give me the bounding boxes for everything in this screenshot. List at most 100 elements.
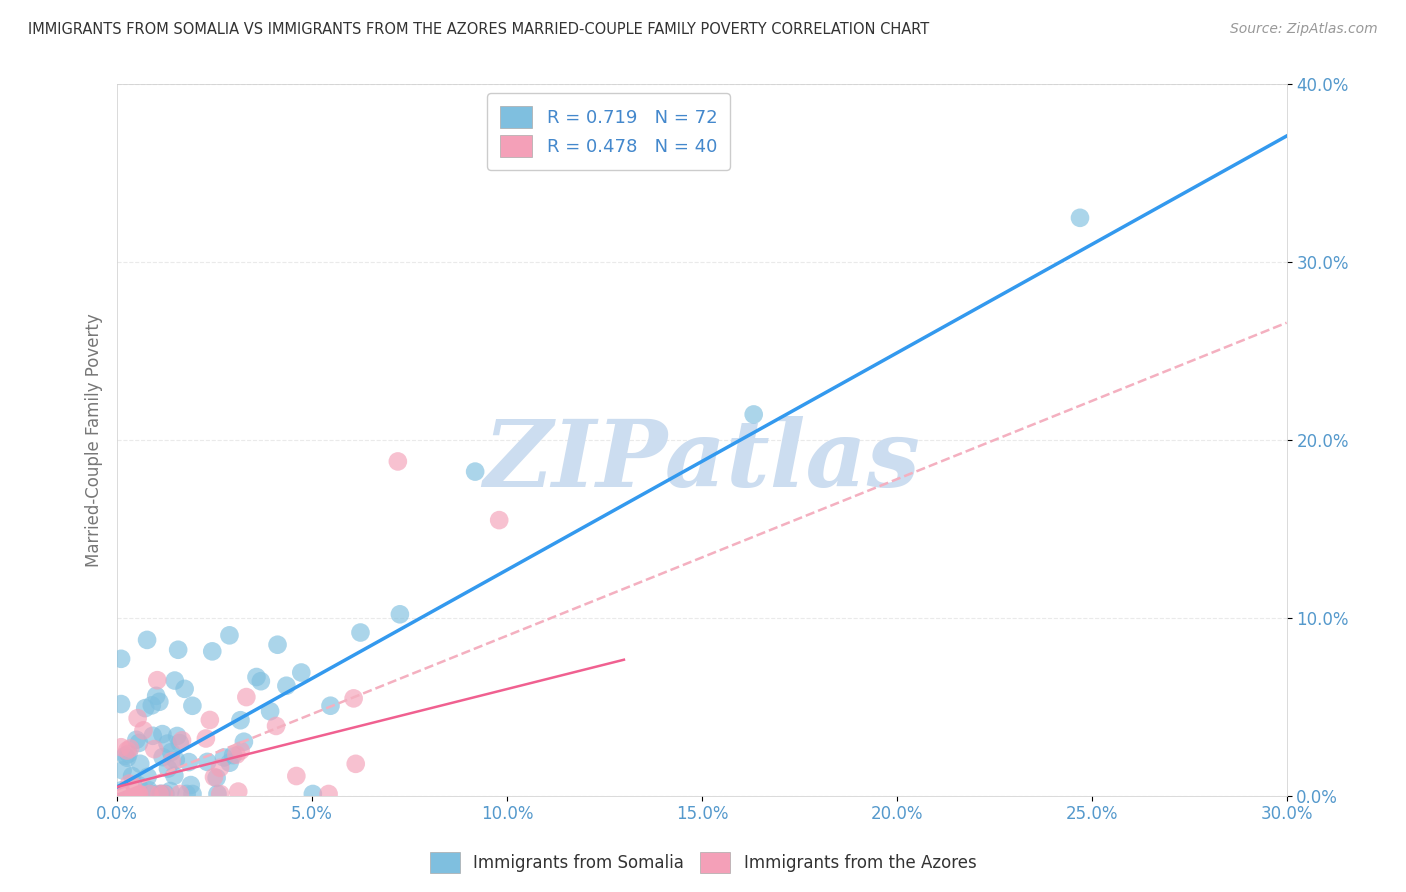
Point — [110, 787, 132, 801]
Point — [110, 787, 132, 801]
Point — [229, 744, 252, 758]
Legend: R = 0.719   N = 72, R = 0.478   N = 40: R = 0.719 N = 72, R = 0.478 N = 40 — [486, 94, 730, 170]
Point — [122, 787, 145, 801]
Point — [285, 769, 308, 783]
Point — [209, 787, 232, 801]
Text: ZIPatlas: ZIPatlas — [484, 417, 921, 507]
Point — [173, 681, 195, 696]
Point — [142, 729, 165, 743]
Point — [120, 787, 142, 801]
Point — [488, 513, 510, 527]
Point — [181, 698, 204, 713]
Point — [141, 698, 163, 713]
Point — [276, 679, 298, 693]
Point — [344, 756, 367, 771]
Point — [160, 754, 183, 768]
Point — [194, 731, 217, 746]
Legend: Immigrants from Somalia, Immigrants from the Azores: Immigrants from Somalia, Immigrants from… — [423, 846, 983, 880]
Point — [117, 747, 139, 761]
Point — [166, 729, 188, 743]
Point — [156, 737, 179, 751]
Point — [124, 787, 146, 801]
Point — [259, 704, 281, 718]
Point — [165, 753, 187, 767]
Point — [218, 756, 240, 770]
Point — [125, 732, 148, 747]
Point — [143, 742, 166, 756]
Text: Source: ZipAtlas.com: Source: ZipAtlas.com — [1230, 22, 1378, 37]
Point — [169, 736, 191, 750]
Point — [128, 787, 150, 801]
Point — [205, 771, 228, 785]
Point — [742, 408, 765, 422]
Point — [124, 787, 146, 801]
Point — [148, 787, 170, 801]
Point — [136, 770, 159, 784]
Point — [145, 689, 167, 703]
Point — [163, 769, 186, 783]
Point — [349, 625, 371, 640]
Point — [128, 736, 150, 750]
Point — [152, 787, 174, 801]
Point — [138, 787, 160, 801]
Point — [146, 673, 169, 688]
Point — [134, 701, 156, 715]
Point — [132, 723, 155, 738]
Point — [142, 787, 165, 801]
Point — [202, 770, 225, 784]
Point — [169, 787, 191, 801]
Point — [111, 787, 134, 801]
Point — [156, 762, 179, 776]
Point — [464, 465, 486, 479]
Point — [111, 787, 134, 801]
Point — [266, 638, 288, 652]
Point — [118, 787, 141, 801]
Point — [163, 673, 186, 688]
Point — [388, 607, 411, 622]
Point — [121, 769, 143, 783]
Point — [180, 778, 202, 792]
Point — [245, 670, 267, 684]
Point — [222, 748, 245, 763]
Point — [127, 711, 149, 725]
Point — [110, 652, 132, 666]
Point — [160, 745, 183, 759]
Point — [212, 750, 235, 764]
Point — [170, 733, 193, 747]
Point — [387, 454, 409, 468]
Point — [120, 741, 142, 756]
Point — [111, 764, 134, 778]
Point — [167, 642, 190, 657]
Point — [225, 747, 247, 762]
Point — [302, 787, 325, 801]
Point — [250, 674, 273, 689]
Point — [118, 776, 141, 790]
Y-axis label: Married-Couple Family Poverty: Married-Couple Family Poverty — [86, 313, 103, 567]
Point — [110, 697, 132, 711]
Point — [149, 787, 172, 801]
Point — [114, 748, 136, 763]
Point — [319, 698, 342, 713]
Point — [177, 755, 200, 769]
Point — [232, 735, 254, 749]
Point — [209, 761, 232, 775]
Point — [207, 787, 229, 801]
Point — [229, 713, 252, 727]
Text: IMMIGRANTS FROM SOMALIA VS IMMIGRANTS FROM THE AZORES MARRIED-COUPLE FAMILY POVE: IMMIGRANTS FROM SOMALIA VS IMMIGRANTS FR… — [28, 22, 929, 37]
Point — [159, 784, 181, 798]
Point — [114, 787, 136, 801]
Point — [136, 632, 159, 647]
Point — [127, 778, 149, 792]
Point — [115, 743, 138, 757]
Point — [264, 719, 287, 733]
Point — [110, 783, 132, 797]
Point — [138, 783, 160, 797]
Point — [155, 787, 177, 801]
Point — [343, 691, 366, 706]
Point — [117, 787, 139, 801]
Point — [114, 787, 136, 801]
Point — [181, 787, 204, 801]
Point — [318, 787, 340, 801]
Point — [235, 690, 257, 704]
Point — [150, 787, 173, 801]
